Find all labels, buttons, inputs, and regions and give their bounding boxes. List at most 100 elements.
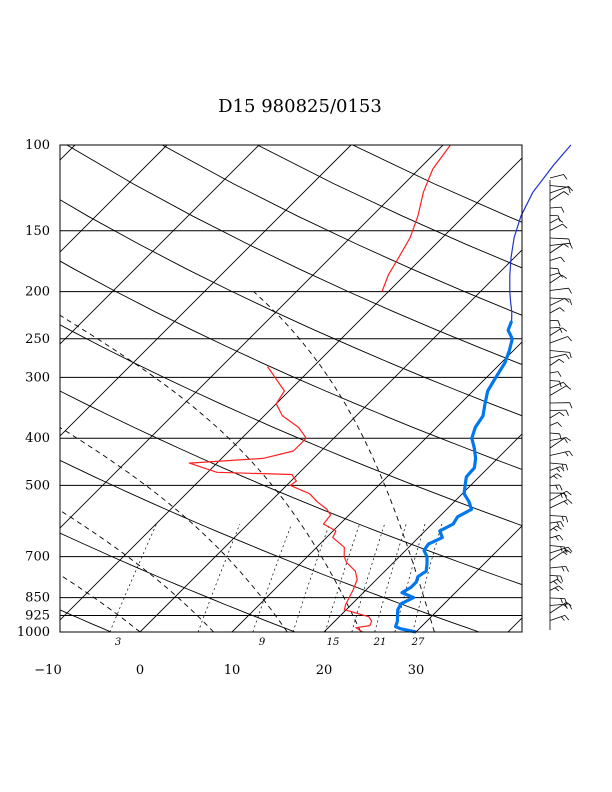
- wind-barb-flag: [559, 484, 563, 491]
- wind-barb: [549, 437, 565, 441]
- wind-barb-flag: [565, 409, 569, 416]
- wind-barb: [549, 578, 558, 584]
- plot-frame: [59, 144, 523, 633]
- pressure-tick-label: 400: [25, 431, 50, 446]
- mixing-ratio-label: 27: [411, 637, 425, 648]
- pressure-tick-label: 200: [25, 285, 50, 300]
- wind-barb-flag: [559, 327, 563, 333]
- temperature-tick-label: 10: [224, 663, 241, 678]
- wind-barb-flag: [557, 218, 564, 223]
- wind-barb-flag: [564, 298, 570, 303]
- wind-barb-flag: [569, 243, 573, 249]
- mixing-ratio-label: 15: [327, 637, 340, 648]
- mixing-ratio-line: [292, 523, 330, 632]
- wind-barb-flag: [559, 412, 565, 417]
- pressure-tick-label: 100: [25, 138, 50, 153]
- wind-barb-flag: [556, 579, 562, 584]
- wind-barb-flag: [559, 381, 562, 388]
- wind-barb: [549, 206, 562, 209]
- wind-barb: [549, 267, 559, 270]
- mixing-ratio-line: [197, 523, 241, 632]
- wind-barb: [549, 380, 560, 382]
- wind-barb-flag: [562, 551, 568, 556]
- temperature-tick-label: 30: [408, 663, 425, 678]
- isotherm: [231, 341, 522, 632]
- wind-barb-flag: [568, 187, 571, 194]
- wind-barb-flag: [566, 549, 572, 554]
- wind-barb: [549, 242, 570, 246]
- wind-barb: [549, 549, 567, 561]
- wind-barb: [549, 358, 560, 366]
- wind-barb-flag: [565, 516, 569, 523]
- wind-barb-flag: [563, 437, 568, 444]
- wind-barb-flag: [557, 320, 561, 327]
- wind-barb-flag: [555, 536, 559, 541]
- dry-adiabat: [66, 145, 522, 365]
- temperature-upper-trace: [509, 144, 572, 322]
- moist-adiabat: [60, 427, 288, 632]
- wind-barb-flag: [559, 466, 565, 472]
- wind-barb: [549, 411, 560, 419]
- temperature-tick-label: 0: [136, 663, 144, 678]
- sounding-traces: [188, 144, 572, 634]
- dry-adiabat: [161, 145, 522, 316]
- pressure-tick-label: 300: [25, 370, 50, 385]
- wind-barb: [549, 336, 568, 344]
- wind-barb-flag: [557, 371, 562, 377]
- wind-barb: [549, 350, 570, 353]
- wind-barb: [549, 484, 560, 486]
- wind-barb-flag: [562, 223, 568, 229]
- wind-barb-flag: [567, 499, 573, 504]
- wind-barb: [549, 371, 559, 374]
- wind-barb-flag: [561, 274, 567, 279]
- wind-barb-flag: [565, 464, 569, 471]
- wind-barb: [549, 521, 561, 524]
- wind-barb-flag: [562, 604, 568, 608]
- wind-barb: [549, 432, 560, 435]
- pressure-tick-label: 1000: [17, 625, 50, 640]
- wind-barb-flag: [566, 601, 572, 607]
- isotherm: [415, 525, 522, 632]
- wind-barb-flag: [564, 451, 569, 457]
- isotherm: [60, 145, 444, 529]
- wind-barb: [549, 381, 564, 389]
- wind-barb: [549, 274, 563, 284]
- wind-barb: [549, 297, 570, 300]
- wind-barb-flag: [561, 327, 568, 332]
- wind-barb: [549, 585, 559, 591]
- wind-barb: [549, 436, 566, 449]
- wind-barb-flag: [556, 521, 560, 527]
- wind-barb: [549, 545, 565, 548]
- pressure-tick-label: 500: [25, 478, 50, 493]
- dry-adiabat: [60, 390, 522, 586]
- wind-barb-flag: [569, 352, 572, 359]
- wind-barb-flag: [563, 500, 569, 505]
- pressure-tick-label: 850: [25, 591, 50, 606]
- wind-barb-flag: [563, 243, 569, 248]
- wind-barb: [549, 256, 561, 261]
- wind-barb-flag: [556, 525, 562, 530]
- isotherm: [60, 145, 260, 345]
- wind-barb-flag: [559, 307, 565, 312]
- wind-barb-flag: [565, 353, 570, 360]
- wind-barb: [549, 515, 566, 517]
- pressure-tick-label: 700: [25, 550, 50, 565]
- wind-barb: [549, 462, 567, 465]
- wind-barb: [549, 499, 568, 509]
- wind-barb: [549, 473, 558, 479]
- wind-barb: [549, 534, 560, 539]
- wind-barb: [549, 185, 569, 188]
- wind-barb: [549, 525, 557, 531]
- wind-barb: [549, 272, 560, 276]
- mixing-ratio-line: [412, 523, 443, 632]
- wind-barb-flag: [553, 527, 558, 532]
- wind-barb-flag: [553, 475, 558, 480]
- wind-barb: [549, 450, 570, 456]
- wind-barb: [549, 186, 569, 194]
- wind-barb-flag: [568, 287, 572, 294]
- wind-barb: [549, 326, 560, 329]
- wind-barb: [549, 287, 569, 291]
- wind-barb: [549, 237, 569, 240]
- mixing-ratio-line: [324, 523, 360, 632]
